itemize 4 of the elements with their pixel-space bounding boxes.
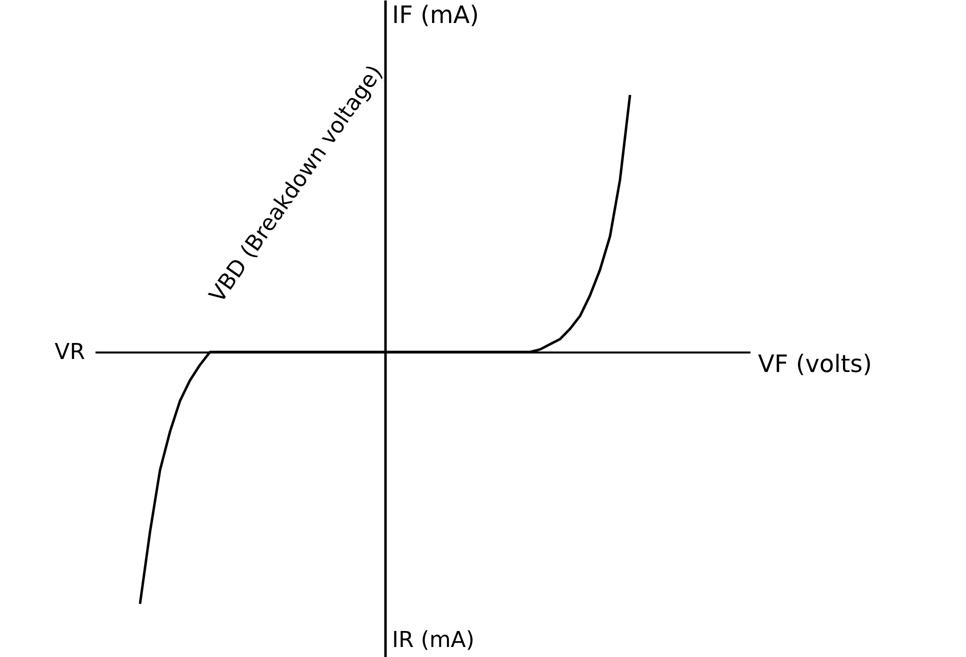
text: VR <box>54 340 85 365</box>
text: IR (mA) <box>392 628 474 653</box>
x-axis-title: VF (volts) <box>758 350 872 378</box>
y-axis-title: IF (mA) <box>392 1 480 29</box>
